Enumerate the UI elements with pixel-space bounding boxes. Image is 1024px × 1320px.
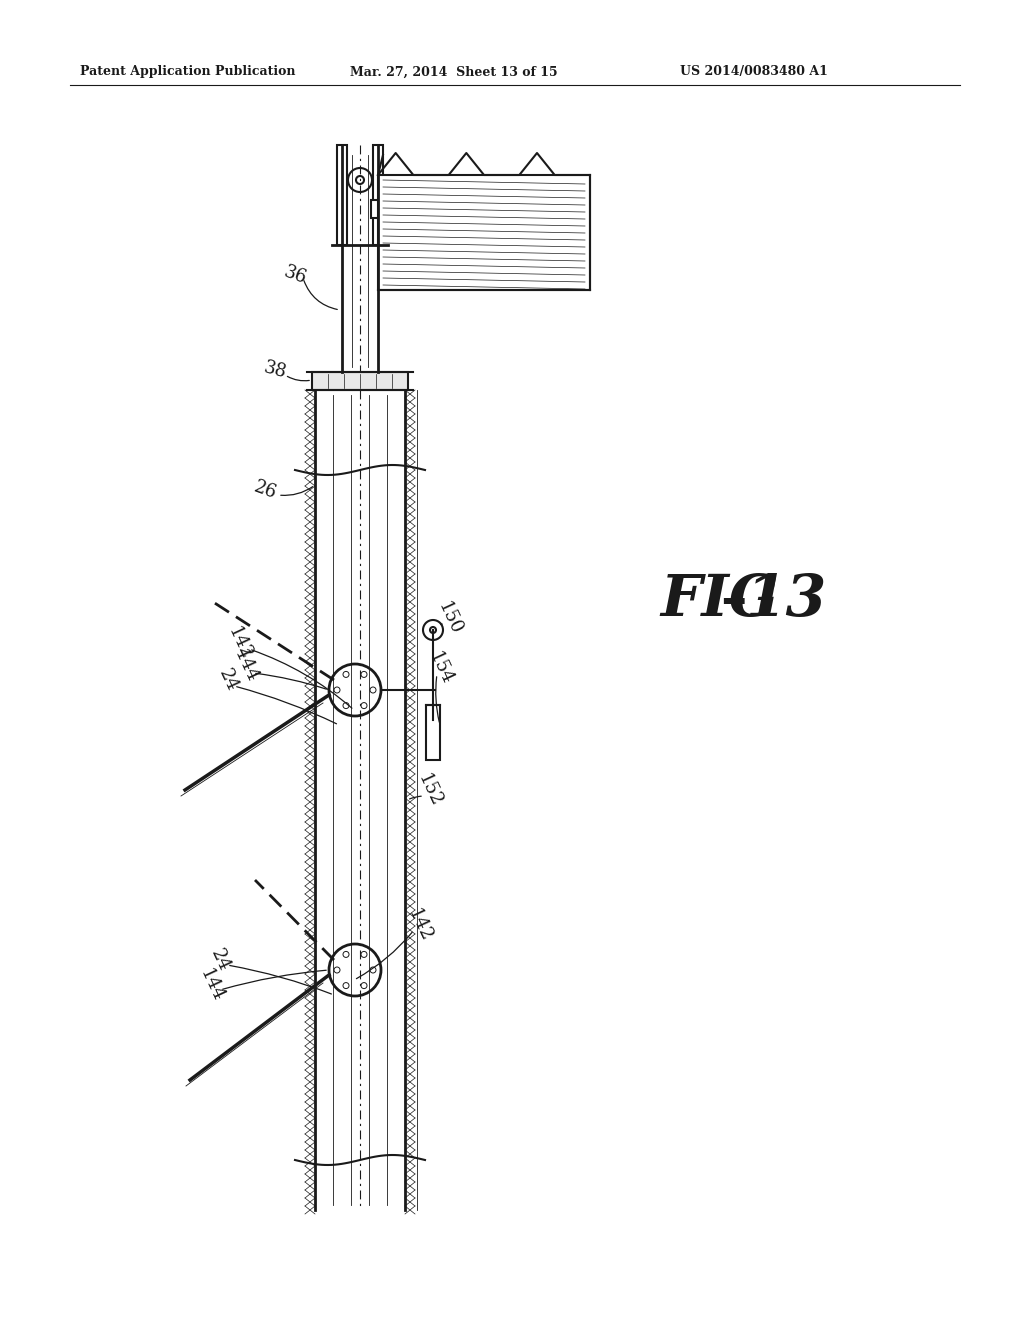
Circle shape — [343, 982, 349, 989]
Text: 154: 154 — [426, 648, 457, 688]
Bar — [312, 372, 408, 389]
Circle shape — [334, 686, 340, 693]
Circle shape — [343, 672, 349, 677]
Text: –: – — [720, 574, 746, 626]
Text: Mar. 27, 2014  Sheet 13 of 15: Mar. 27, 2014 Sheet 13 of 15 — [350, 66, 558, 78]
Text: 150: 150 — [434, 598, 466, 638]
Bar — [337, 145, 347, 246]
Circle shape — [356, 176, 364, 183]
Bar — [378, 176, 590, 290]
Text: 152: 152 — [415, 771, 445, 809]
Circle shape — [348, 168, 372, 191]
Circle shape — [343, 702, 349, 709]
Circle shape — [334, 968, 340, 973]
Text: 144: 144 — [197, 966, 227, 1005]
Text: 142: 142 — [224, 623, 255, 663]
Circle shape — [430, 627, 436, 634]
Text: 38: 38 — [261, 358, 289, 381]
Circle shape — [329, 944, 381, 997]
Text: 26: 26 — [251, 478, 279, 503]
Text: US 2014/0083480 A1: US 2014/0083480 A1 — [680, 66, 827, 78]
Circle shape — [423, 620, 443, 640]
Circle shape — [343, 952, 349, 957]
Circle shape — [370, 686, 376, 693]
Text: 24: 24 — [207, 946, 233, 974]
Circle shape — [361, 982, 367, 989]
Text: Patent Application Publication: Patent Application Publication — [80, 66, 296, 78]
Text: FIG: FIG — [660, 572, 778, 628]
Circle shape — [361, 702, 367, 709]
Text: 142: 142 — [404, 906, 435, 944]
Bar — [373, 145, 383, 246]
Text: 24: 24 — [215, 665, 241, 694]
Circle shape — [361, 952, 367, 957]
Circle shape — [329, 664, 381, 715]
Text: 144: 144 — [230, 647, 261, 685]
Bar — [426, 705, 440, 760]
Bar — [371, 201, 379, 218]
Text: 13: 13 — [745, 572, 826, 628]
Circle shape — [361, 672, 367, 677]
Circle shape — [370, 968, 376, 973]
Text: 36: 36 — [282, 263, 309, 288]
